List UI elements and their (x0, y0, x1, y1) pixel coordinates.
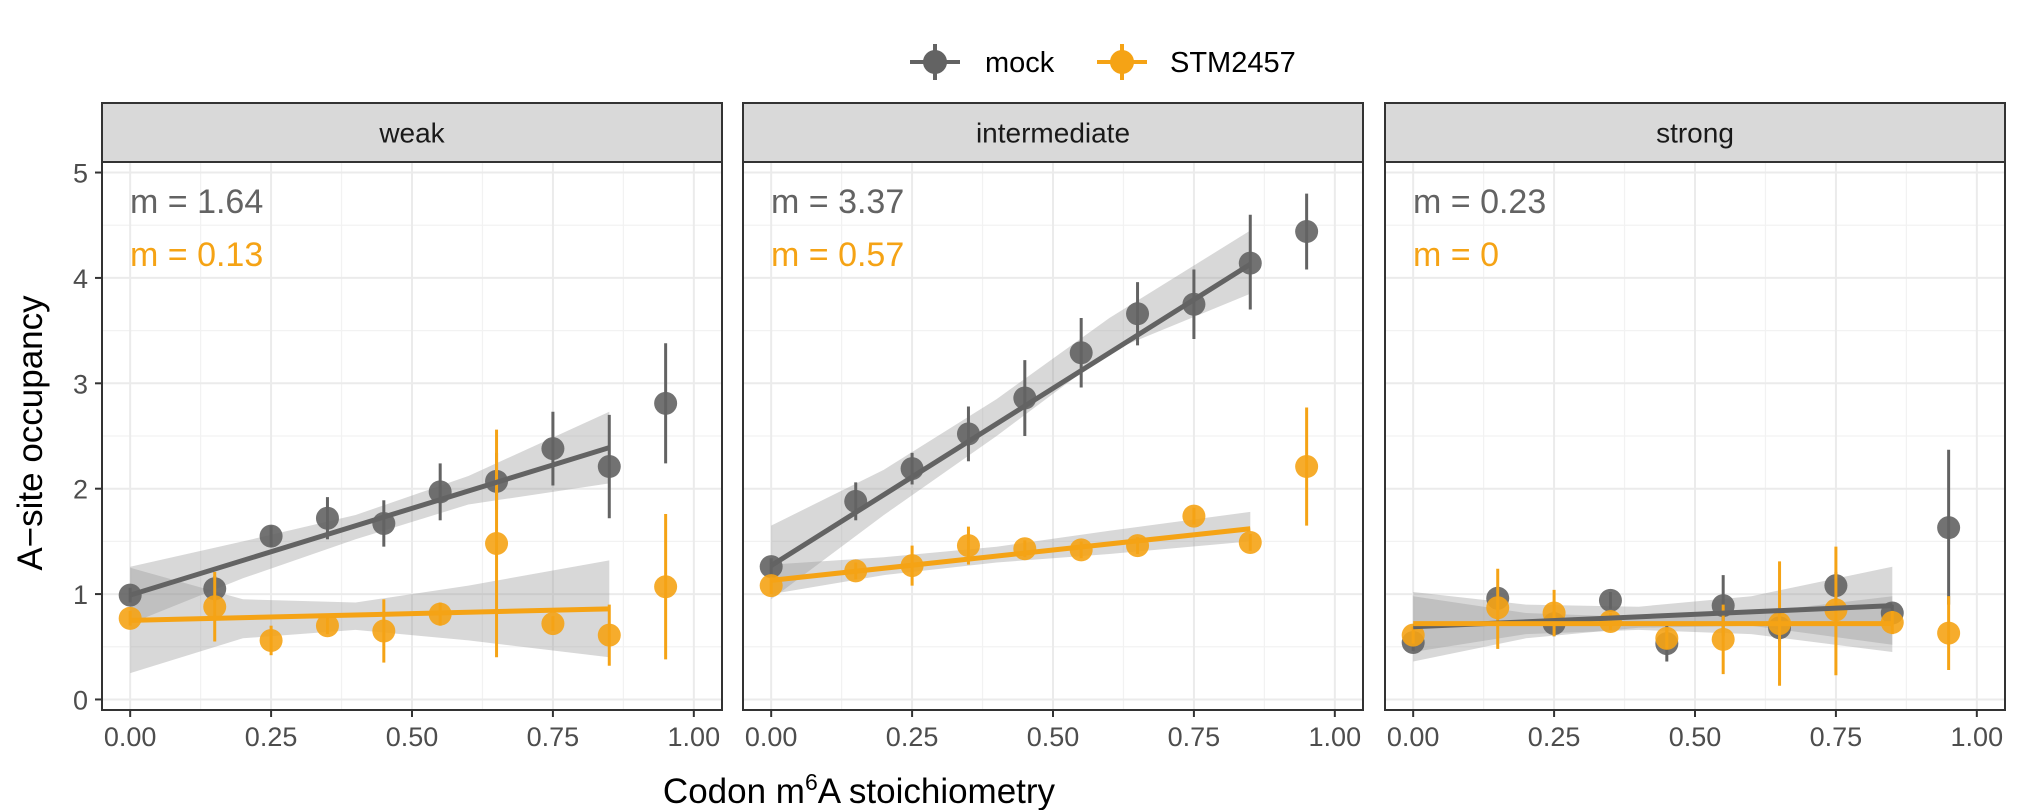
fit-line-mock (129, 445, 611, 598)
legend-label: mock (985, 47, 1055, 79)
x-tick-label: 0.75 (1810, 722, 1863, 752)
data-point (1013, 537, 1037, 561)
x-tick-label: 0.25 (1528, 722, 1581, 752)
y-tick-label: 2 (73, 475, 88, 505)
y-axis-title: A−site occupancy (11, 295, 50, 571)
slope-annotation-stm2457: m = 0.13 (130, 236, 263, 274)
x-tick-label: 0.50 (386, 722, 439, 752)
data-point (541, 437, 565, 461)
data-point (1598, 588, 1622, 612)
data-point (485, 531, 509, 555)
x-axis-title-prefix: Codon m (663, 772, 805, 810)
strip-label: weak (378, 118, 445, 149)
x-tick-label: 0.50 (1669, 722, 1722, 752)
data-point (1711, 627, 1735, 651)
y-tick-label: 5 (73, 159, 88, 189)
x-tick-label: 1.00 (1951, 722, 2004, 752)
data-point (259, 524, 283, 548)
slope-annotation-stm2457: m = 0 (1413, 236, 1499, 274)
strip-background (101, 102, 723, 163)
data-point (1655, 626, 1679, 650)
series-stm2457 (759, 407, 1319, 598)
data-point (956, 534, 980, 558)
grid (102, 162, 722, 710)
data-point (315, 506, 339, 530)
legend-key-point (923, 50, 947, 74)
strip-background (1384, 102, 2006, 163)
data-point (315, 614, 339, 638)
data-point (1937, 516, 1961, 540)
x-tick-label: 0.00 (1387, 722, 1440, 752)
x-axis-title-suffix: A stoichiometry (818, 772, 1056, 810)
data-point (203, 595, 227, 619)
x-tick-label: 1.00 (1309, 722, 1362, 752)
legend-key-point (1110, 50, 1134, 74)
data-point (1238, 530, 1262, 554)
data-point (597, 623, 621, 647)
x-tick-label: 0.75 (527, 722, 580, 752)
data-point (1295, 455, 1319, 479)
grid (743, 162, 1363, 710)
slope-annotation-stm2457: m = 0.57 (771, 236, 904, 274)
slope-annotation-mock: m = 0.23 (1413, 183, 1546, 221)
x-tick-label: 0.50 (1027, 722, 1080, 752)
legend: mock STM2457 (910, 44, 1296, 80)
data-point (1401, 623, 1425, 647)
y-tick-label: 1 (73, 580, 88, 610)
x-tick-label: 0.00 (104, 722, 157, 752)
y-tick-label: 0 (73, 685, 88, 715)
data-point (259, 628, 283, 652)
x-tick-label: 0.00 (745, 722, 798, 752)
x-tick-label: 0.25 (245, 722, 298, 752)
series-stm2457 (118, 429, 678, 666)
data-point (1486, 596, 1510, 620)
slope-annotation-mock: m = 1.64 (130, 183, 263, 221)
data-point (1182, 504, 1206, 528)
panel-intermediate: m = 3.37 m = 0.57 intermediate 0.00 0.25 0.50… (742, 102, 1364, 752)
x-tick-label: 0.25 (886, 722, 939, 752)
strip-label: strong (1656, 118, 1734, 149)
legend-item-2: STM2457 (1097, 44, 1296, 80)
x-tick-label: 0.75 (1168, 722, 1221, 752)
data-point (654, 575, 678, 599)
fit-line-stm2457 (770, 526, 1251, 583)
strip-background (742, 102, 1364, 163)
panel-strong: m = 0.23 m = 0 strong 0.00 0.25 0.50 0.75 1.00 (1384, 102, 2006, 752)
fit-line-mock (769, 262, 1252, 568)
data-point (541, 612, 565, 636)
data-point (654, 391, 678, 415)
confidence-band-mock (130, 411, 610, 624)
panel-weak: m = 1.64 m = 0.13 weak 0.00 0.25 0.50 0.75 1.00… (73, 102, 723, 752)
y-tick-label: 3 (73, 369, 88, 399)
data-point (372, 619, 396, 643)
fit-line-stm2457 (130, 606, 610, 623)
data-point (597, 455, 621, 479)
data-point (1295, 220, 1319, 244)
y-tick-label: 4 (73, 264, 88, 294)
legend-item-1: mock (910, 44, 1055, 80)
legend-label: STM2457 (1170, 47, 1296, 79)
data-point (1937, 621, 1961, 645)
facet-panels: m = 1.64 m = 0.13 weak 0.00 0.25 0.50 0.75 1.00… (73, 102, 2006, 752)
slope-annotation-mock: m = 3.37 (771, 183, 904, 221)
x-axis-title: Codon m6A stoichiometry (663, 769, 1056, 810)
x-axis-title-superscript: 6 (805, 769, 818, 795)
data-point (1069, 341, 1093, 365)
data-point (1126, 302, 1150, 326)
strip-label: intermediate (976, 118, 1130, 149)
x-tick-label: 1.00 (668, 722, 721, 752)
